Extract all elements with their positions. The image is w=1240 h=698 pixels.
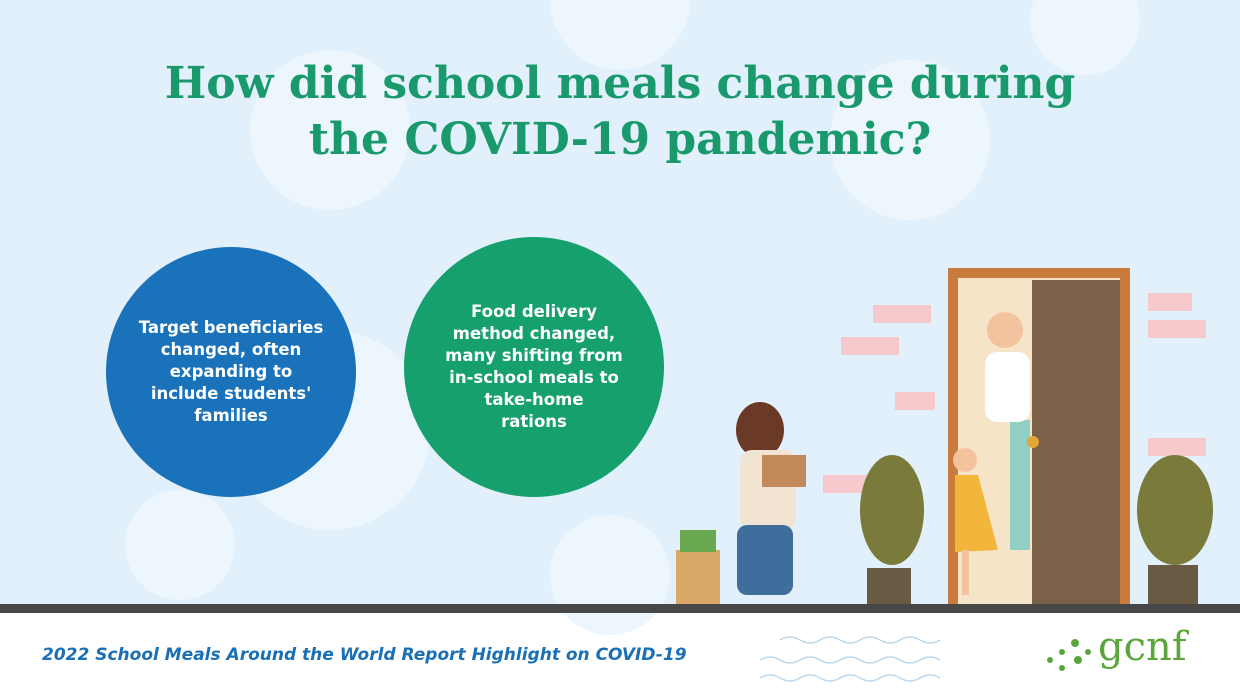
man	[985, 312, 1030, 422]
point-text-line: families	[194, 406, 268, 425]
title-line: the COVID-19 pandemic?	[308, 114, 932, 165]
point-text-line: include students'	[150, 384, 312, 403]
point-text-line: in-school meals to	[449, 368, 619, 387]
point-text-line: expanding to	[169, 362, 293, 381]
title-line: How did school meals change during	[164, 58, 1076, 109]
title: How did school meals change during the CO…	[0, 56, 1240, 168]
point-text-line: rations	[501, 412, 567, 431]
point-text-line: many shifting from	[445, 346, 623, 365]
wave-decoration	[759, 636, 941, 682]
footer-text: 2022 School Meals Around the World Repor…	[42, 645, 687, 665]
logo: gcnf	[1098, 624, 1187, 670]
point-circle: Target beneficiaries changed, often expand…	[106, 247, 356, 497]
point-text-line: Target beneficiaries	[138, 318, 324, 337]
logo-mark	[1047, 639, 1091, 671]
point-text-line: method changed,	[452, 324, 616, 343]
point-text-line: changed, often	[160, 340, 302, 359]
ground-line	[0, 604, 1240, 613]
door	[948, 268, 1130, 605]
point-circle: Food delivery method changed, many shiftin…	[404, 237, 664, 497]
plants	[860, 455, 1213, 605]
point-text-line: Food delivery	[471, 302, 597, 321]
wall-bricks	[823, 293, 1206, 493]
woman	[736, 402, 806, 595]
point-text-line: take-home	[484, 390, 584, 409]
girl	[953, 448, 998, 595]
grocery-bag	[676, 530, 720, 605]
